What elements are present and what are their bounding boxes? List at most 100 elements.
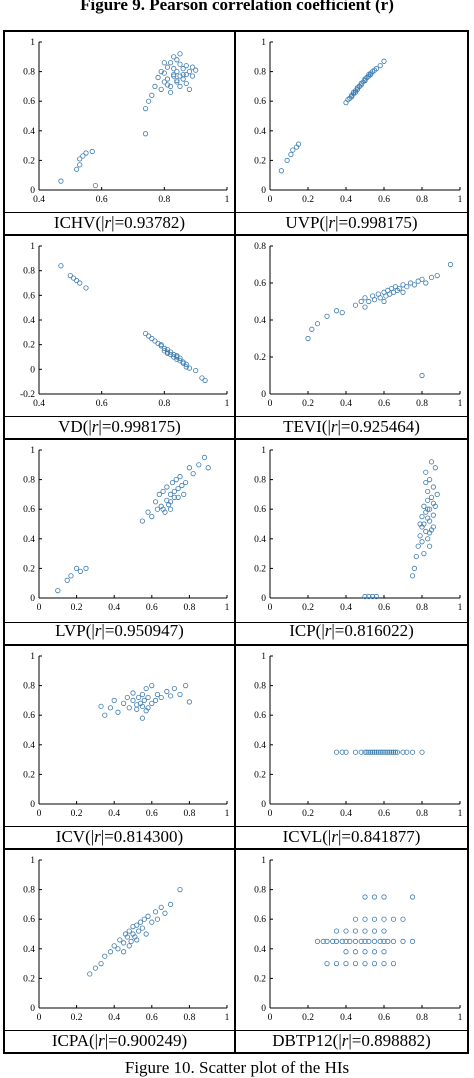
y-tick-label: 0.4	[23, 535, 35, 545]
data-point	[139, 925, 145, 931]
data-point	[432, 465, 438, 471]
data-point	[193, 67, 199, 73]
x-tick-label: 0.4	[340, 1013, 352, 1023]
data-point	[83, 285, 89, 291]
x-tick-label: 0	[268, 1013, 273, 1023]
panel-caption-r-value: 0.950947	[114, 621, 179, 640]
data-point	[92, 182, 99, 189]
data-point	[171, 66, 177, 72]
panel-caption: TEVI(|r|=0.925464)	[236, 417, 467, 437]
data-point	[168, 351, 174, 358]
data-point	[371, 916, 378, 922]
y-tick-label: 0.4	[254, 316, 266, 326]
y-tick-label: 0	[30, 594, 35, 604]
data-point	[343, 949, 349, 955]
data-point	[400, 749, 406, 755]
x-tick-label: 0.6	[378, 399, 390, 409]
data-point	[177, 51, 183, 57]
data-point	[347, 938, 353, 945]
data-point	[362, 304, 368, 310]
data-point	[324, 961, 330, 967]
data-point	[68, 573, 74, 579]
data-point	[171, 494, 177, 500]
data-point	[430, 484, 436, 490]
data-point	[366, 298, 372, 305]
data-point	[411, 565, 417, 571]
panel-caption-name: ICPA	[51, 1031, 90, 1050]
data-point	[370, 749, 376, 755]
data-point	[146, 98, 152, 104]
data-point	[149, 919, 155, 925]
data-point	[358, 749, 364, 755]
data-point	[98, 961, 104, 967]
x-tick-label: 0.6	[96, 195, 108, 205]
y-tick-label: 0.2	[23, 770, 35, 780]
data-point	[171, 71, 177, 78]
data-point	[160, 488, 166, 495]
data-point	[377, 749, 383, 755]
data-point	[362, 593, 368, 600]
data-point	[421, 503, 427, 509]
y-tick-label: 1	[261, 446, 266, 456]
x-tick-label: 1	[458, 809, 463, 819]
data-point	[58, 263, 64, 269]
scatter-panel-icpa: 0 0.2 0.4 0.6 0.8 1 0 0.2 0.4 0.6 0.8 1 ICPA(|r|=0.9…	[5, 850, 234, 1052]
x-tick-label: 0.4	[108, 1013, 120, 1023]
data-point	[309, 326, 315, 332]
x-tick-label: 0.8	[183, 1013, 195, 1023]
data-point	[136, 694, 142, 701]
data-point	[394, 749, 400, 755]
data-point	[205, 465, 211, 471]
x-tick-label: 0.8	[183, 603, 195, 613]
data-point	[385, 938, 391, 945]
grid-divider-vertical	[234, 32, 236, 1052]
x-tick-label: 0.6	[146, 603, 158, 613]
x-tick-label: 0.2	[302, 195, 314, 205]
data-point	[371, 297, 378, 303]
panel-caption-close: )	[177, 827, 184, 846]
x-tick-label: 0.4	[33, 195, 45, 205]
data-point	[314, 321, 321, 327]
y-tick-label: 0.8	[254, 682, 266, 692]
panel-caption-r-value: 0.900249	[117, 1031, 182, 1050]
data-point	[80, 153, 86, 159]
data-point	[352, 928, 359, 934]
data-point	[168, 901, 174, 908]
y-tick-label: 0.8	[23, 68, 35, 78]
data-point	[400, 916, 406, 922]
data-point	[126, 943, 132, 949]
panel-caption-close: )	[175, 417, 181, 436]
data-point	[107, 705, 114, 711]
panel-caption-r-value: 0.998175	[111, 417, 176, 436]
data-point	[305, 335, 311, 342]
data-point	[417, 521, 423, 527]
data-point	[146, 333, 152, 339]
data-point	[141, 697, 147, 704]
y-tick-label: 0.2	[254, 770, 266, 780]
data-point	[362, 295, 368, 301]
panel-caption-name: ICP	[289, 621, 316, 640]
data-point	[164, 688, 170, 695]
data-point	[428, 274, 435, 281]
data-point	[142, 131, 149, 137]
grid-divider-row-1	[5, 234, 467, 236]
data-point	[371, 961, 378, 967]
data-point	[387, 749, 393, 755]
scatter-panel-vd: 0.4 0.6 0.8 1 -0.2 0 0.2 0.4 0.6 0.8 1 VD(|r|=0.998…	[5, 236, 234, 438]
data-point	[171, 685, 177, 692]
data-point	[381, 298, 387, 305]
data-point	[423, 469, 429, 475]
data-point	[145, 509, 151, 515]
data-point	[186, 465, 192, 471]
x-tick-label: 0	[268, 603, 273, 613]
data-point	[366, 938, 372, 945]
data-point	[168, 499, 174, 505]
y-tick-label: 0	[261, 800, 266, 810]
y-tick-label: 0.2	[23, 156, 35, 166]
data-point	[102, 953, 108, 959]
panel-caption-symbol: (|r|=	[319, 213, 349, 232]
data-point	[177, 73, 183, 79]
x-tick-label: 0	[268, 399, 273, 409]
data-point	[177, 83, 183, 90]
y-tick-label: 0	[261, 390, 266, 400]
